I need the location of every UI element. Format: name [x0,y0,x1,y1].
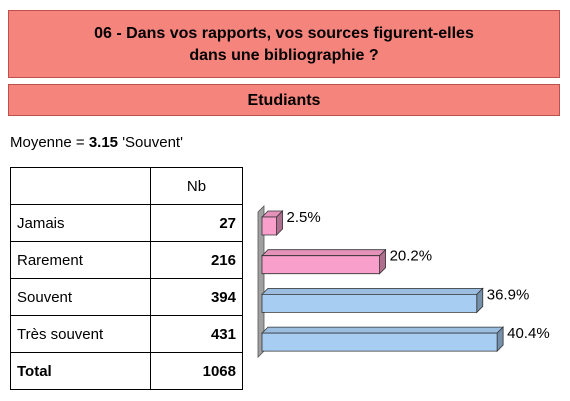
group-box: Etudiants [8,84,560,116]
results-table: Nb Jamais 27 Rarement 216 Souvent 394 Très sou… [10,167,243,390]
table-row: Rarement 216 [10,241,243,279]
bar-face [261,293,478,313]
bar [261,248,387,275]
label-cell: Jamais [10,204,151,242]
table-row: Total 1068 [10,352,243,390]
question-box: 06 - Dans vos rapports, vos sources figu… [8,10,560,78]
count-cell: 27 [150,204,243,242]
label-cell: Rarement [10,241,151,279]
table-header: Nb [10,167,243,205]
empty-cell [10,167,151,205]
count-cell: 431 [150,315,243,353]
label-cell: Souvent [10,278,151,316]
group-label: Etudiants [247,92,321,109]
summary-text: 'Souvent' [122,134,183,151]
column-header: Nb [150,167,243,205]
bar-face [261,216,277,236]
summary-value: 3.15 [88,134,119,151]
bar-face [261,287,484,295]
value-label: 20.2% [390,248,433,265]
bar [261,326,505,353]
summary-label: Moyenne = [10,134,85,151]
label-cell: Très souvent [10,315,151,353]
value-label: 2.5% [287,209,321,226]
bar-face [261,332,498,352]
table-row: Souvent 394 [10,278,243,316]
bar [261,210,284,236]
value-label: 40.4% [507,325,550,342]
table-row: Jamais 27 [10,204,243,242]
bar-face [261,326,505,334]
table-row: Très souvent 431 [10,315,243,353]
title-line: 06 - Dans vos rapports, vos sources figu… [94,25,474,42]
label-cell: Total [10,352,151,390]
count-cell: 1068 [150,352,243,390]
bar [261,287,484,314]
title-line: dans une bibliographie ? [189,47,379,64]
summary: Moyenne = 3.15 'Souvent' [10,134,183,151]
bar-face [261,255,380,275]
bar-face [261,249,387,257]
value-label: 36.9% [487,286,530,303]
